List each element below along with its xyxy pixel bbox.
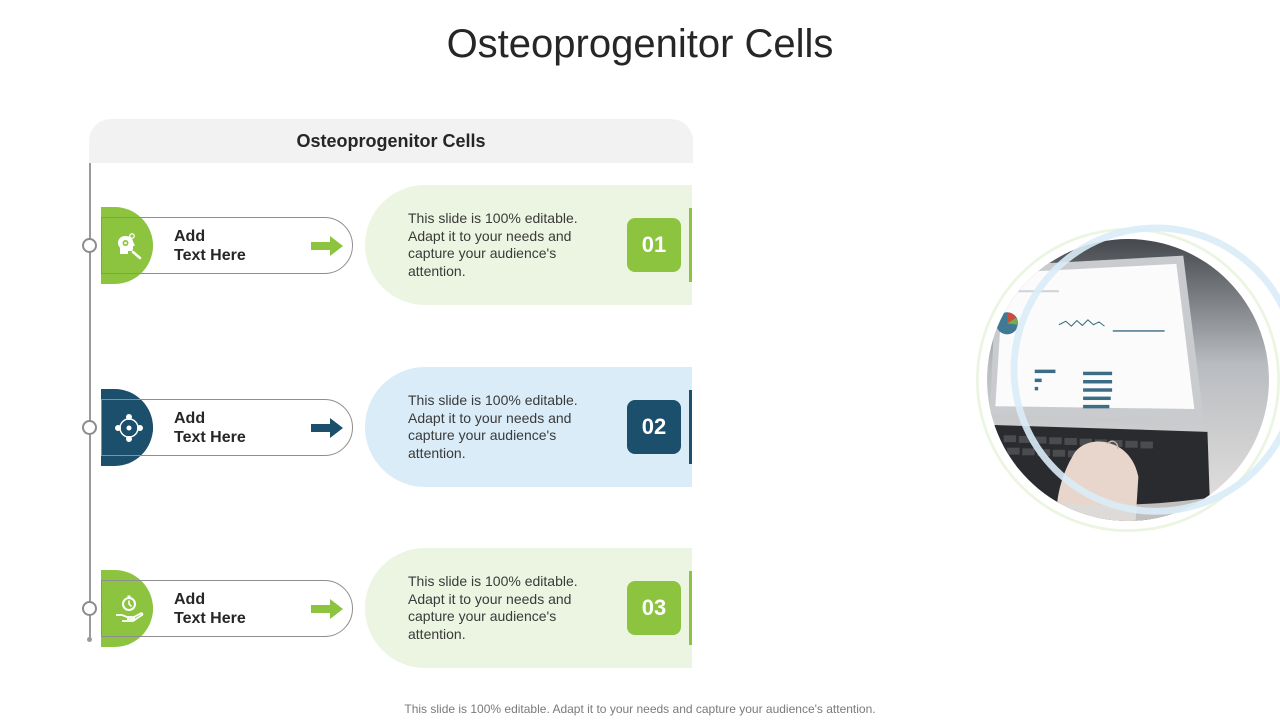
timeline-dot [82, 238, 97, 253]
side-accent-bar [689, 208, 692, 282]
arrow-right-icon [311, 599, 343, 619]
laptop-analytics-photo [976, 224, 1280, 532]
list-item-1: Add Text Here This slide is 100% editabl… [0, 185, 700, 305]
label-line-1: Add [174, 410, 206, 427]
timeline-line [89, 163, 91, 640]
label-line-1: Add [174, 228, 206, 245]
network-people-icon [105, 404, 153, 452]
footer-note: This slide is 100% editable. Adapt it to… [404, 702, 876, 716]
label-line-2: Text Here [174, 429, 246, 446]
list-item-3: Add Text Here This slide is 100% editabl… [0, 548, 700, 668]
side-accent-bar [689, 571, 692, 645]
number-badge: 02 [627, 400, 681, 454]
arrow-right-icon [311, 418, 343, 438]
hand-stopwatch-icon [105, 585, 153, 633]
description-text: This slide is 100% editable. Adapt it to… [408, 210, 578, 279]
label-pill [101, 399, 353, 456]
list-item-2: Add Text Here This slide is 100% editabl… [0, 367, 700, 487]
side-accent-bar [689, 390, 692, 464]
label-pill [101, 217, 353, 274]
timeline-dot [82, 420, 97, 435]
page-title: Osteoprogenitor Cells [446, 22, 834, 66]
panel-header: Osteoprogenitor Cells [89, 119, 693, 163]
label-line-1: Add [174, 591, 206, 608]
brain-gear-icon [105, 222, 153, 270]
number-badge: 03 [627, 581, 681, 635]
description-text: This slide is 100% editable. Adapt it to… [408, 573, 578, 642]
description-text: This slide is 100% editable. Adapt it to… [408, 392, 578, 461]
number-badge: 01 [627, 218, 681, 272]
arrow-right-icon [311, 236, 343, 256]
label-pill [101, 580, 353, 637]
timeline-dot [82, 601, 97, 616]
label-line-2: Text Here [174, 610, 246, 627]
label-line-2: Text Here [174, 247, 246, 264]
timeline-end-dot [87, 637, 92, 642]
